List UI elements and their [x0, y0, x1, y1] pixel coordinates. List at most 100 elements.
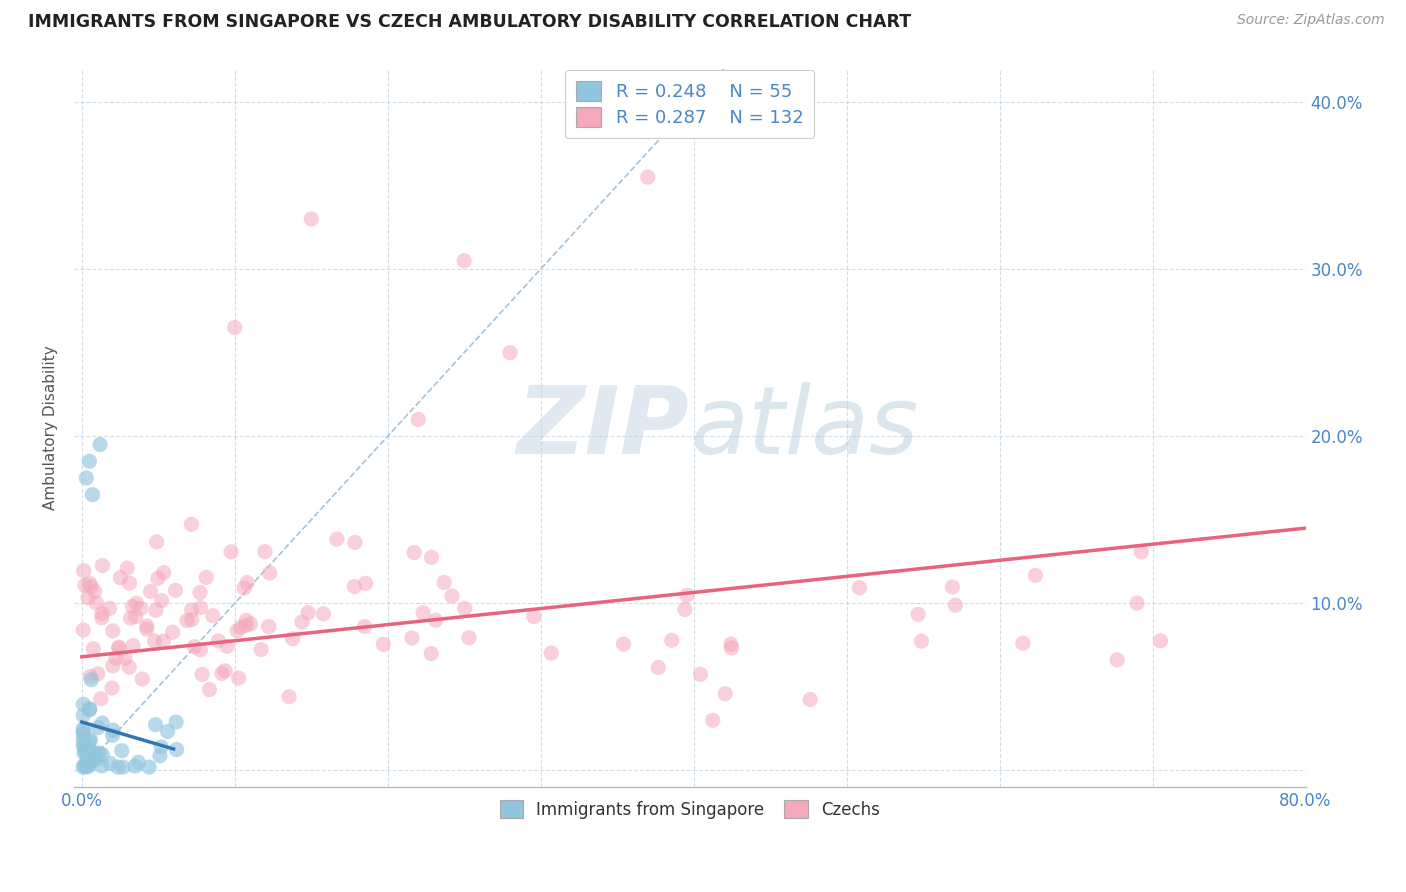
Point [90, 759, 112, 773]
Point [80, 747, 103, 761]
Point [135, 622, 157, 636]
Point [910, 634, 932, 648]
Point [188, 585, 211, 599]
Point [77, 742, 100, 756]
Point [125, 596, 148, 610]
Point [107, 641, 129, 656]
Point [190, 600, 212, 615]
Point [101, 723, 124, 738]
Point [420, 647, 443, 661]
Point [425, 613, 447, 627]
Point [72, 708, 94, 723]
Point [75, 757, 97, 772]
Point [233, 581, 256, 595]
Point [72, 727, 94, 741]
Point [80, 579, 103, 593]
Point [714, 687, 737, 701]
Point [79, 703, 101, 717]
Point [79, 669, 101, 683]
Point [907, 607, 929, 622]
Text: ZIP: ZIP [517, 382, 690, 474]
Point [278, 690, 301, 704]
Point [291, 615, 314, 629]
Point [326, 532, 349, 546]
Point [82, 641, 104, 656]
Point [702, 714, 724, 728]
Point [72, 698, 94, 712]
Point [848, 581, 870, 595]
Point [224, 320, 246, 334]
Point [281, 632, 304, 646]
Point [73, 758, 96, 772]
Point [373, 637, 395, 651]
Point [91, 716, 114, 731]
Text: Source: ZipAtlas.com: Source: ZipAtlas.com [1237, 13, 1385, 28]
Point [75, 471, 97, 485]
Point [139, 584, 162, 599]
Point [72, 760, 94, 774]
Point [112, 760, 135, 774]
Point [143, 634, 166, 648]
Point [661, 633, 683, 648]
Point [90, 691, 112, 706]
Point [76, 757, 98, 772]
Point [77, 758, 100, 772]
Point [689, 667, 711, 681]
Point [72, 732, 94, 747]
Point [79, 734, 101, 748]
Point [84, 753, 107, 767]
Point [226, 624, 249, 638]
Point [79, 454, 101, 468]
Point [98, 756, 121, 771]
Point [433, 575, 456, 590]
Point [201, 608, 224, 623]
Text: atlas: atlas [690, 383, 918, 474]
Point [80, 673, 103, 687]
Point [101, 624, 124, 638]
Y-axis label: Ambulatory Disability: Ambulatory Disability [44, 345, 58, 510]
Point [118, 660, 141, 674]
Point [180, 603, 202, 617]
Point [105, 651, 128, 665]
Point [647, 660, 669, 674]
Point [129, 601, 152, 615]
Point [72, 738, 94, 752]
Point [77, 591, 100, 605]
Point [183, 640, 205, 654]
Point [77, 751, 100, 765]
Point [207, 634, 229, 648]
Point [941, 580, 963, 594]
Point [73, 746, 96, 760]
Point [76, 756, 98, 771]
Point [211, 666, 233, 681]
Point [612, 637, 634, 651]
Point [79, 576, 101, 591]
Point [165, 714, 187, 729]
Point [77, 747, 100, 762]
Point [115, 561, 138, 575]
Point [75, 746, 97, 760]
Point [343, 580, 366, 594]
Point [118, 576, 141, 591]
Point [353, 619, 375, 633]
Point [343, 535, 366, 549]
Point [180, 613, 202, 627]
Point [75, 742, 97, 756]
Point [217, 640, 239, 654]
Point [75, 760, 97, 774]
Point [79, 754, 101, 768]
Point [180, 517, 202, 532]
Point [98, 601, 121, 615]
Point [101, 659, 124, 673]
Point [149, 748, 172, 763]
Point [239, 616, 262, 631]
Point [131, 672, 153, 686]
Point [83, 751, 105, 765]
Point [87, 721, 110, 735]
Point [499, 345, 522, 359]
Point [87, 666, 110, 681]
Point [156, 724, 179, 739]
Point [150, 739, 173, 754]
Point [91, 747, 114, 762]
Point [229, 620, 252, 634]
